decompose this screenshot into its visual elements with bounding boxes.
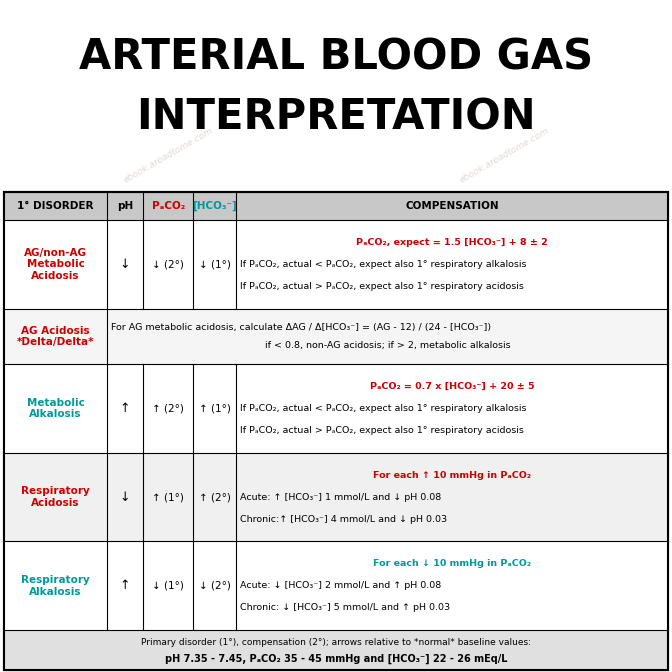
Bar (4, 364, 668, 453)
Text: If PₐCO₂, actual > PₐCO₂, expect also 1° respiratory acidosis: If PₐCO₂, actual > PₐCO₂, expect also 1°… (241, 426, 524, 435)
Bar (4, 542, 668, 630)
Text: ↓ (2°): ↓ (2°) (199, 581, 230, 591)
Text: AG Acidosis
*Delta/Delta*: AG Acidosis *Delta/Delta* (17, 326, 94, 347)
Text: COMPENSATION: COMPENSATION (405, 201, 499, 211)
Text: if < 0.8, non-AG acidosis; if > 2, metabolic alkalosis: if < 0.8, non-AG acidosis; if > 2, metab… (265, 341, 510, 350)
Text: ↓ (1°): ↓ (1°) (153, 581, 184, 591)
Text: AG/non-AG
Metabolic
Acidosis: AG/non-AG Metabolic Acidosis (24, 248, 87, 281)
Text: ↑ (2°): ↑ (2°) (199, 492, 230, 502)
Text: If PₐCO₂, actual < PₐCO₂, expect also 1° respiratory alkalosis: If PₐCO₂, actual < PₐCO₂, expect also 1°… (241, 404, 527, 413)
Bar (4, 192, 668, 220)
Text: ↓: ↓ (120, 258, 130, 271)
Text: PₐCO₂ = 0.7 x [HCO₃⁻] + 20 ± 5: PₐCO₂ = 0.7 x [HCO₃⁻] + 20 ± 5 (370, 382, 534, 391)
Bar (4, 192, 668, 670)
Text: ↓: ↓ (120, 491, 130, 503)
Text: ↑ (1°): ↑ (1°) (153, 492, 184, 502)
Bar (4, 308, 668, 364)
Text: pH 7.35 - 7.45, PₐCO₂ 35 - 45 mmHg and [HCO₃⁻] 22 - 26 mEq/L: pH 7.35 - 7.45, PₐCO₂ 35 - 45 mmHg and [… (165, 654, 507, 664)
Text: ↓ (1°): ↓ (1°) (199, 259, 230, 269)
Text: pH: pH (117, 201, 133, 211)
Text: ↑ (2°): ↑ (2°) (153, 404, 184, 413)
Text: Chronic: ↓ [HCO₃⁻] 5 mmol/L and ↑ pH 0.03: Chronic: ↓ [HCO₃⁻] 5 mmol/L and ↑ pH 0.0… (241, 603, 450, 612)
Text: Respiratory
Acidosis: Respiratory Acidosis (21, 487, 90, 508)
Text: ARTERIAL BLOOD GAS: ARTERIAL BLOOD GAS (79, 37, 593, 79)
Bar (4, 220, 668, 308)
Text: Respiratory
Alkalosis: Respiratory Alkalosis (21, 575, 90, 597)
Text: For AG metabolic acidosis, calculate ΔAG / Δ[HCO₃⁻] = (AG - 12) / (24 - [HCO₃⁻]): For AG metabolic acidosis, calculate ΔAG… (111, 323, 491, 332)
Text: ebook.aroadtome.com: ebook.aroadtome.com (122, 361, 214, 419)
Text: ↓ (2°): ↓ (2°) (153, 259, 184, 269)
Bar (4, 630, 668, 670)
Text: 1° DISORDER: 1° DISORDER (17, 201, 93, 211)
Text: ebook.aroadtome.com: ebook.aroadtome.com (458, 361, 550, 419)
Bar (4, 453, 668, 542)
Text: Chronic:↑ [HCO₃⁻] 4 mmol/L and ↓ pH 0.03: Chronic:↑ [HCO₃⁻] 4 mmol/L and ↓ pH 0.03 (241, 515, 448, 523)
Text: ebook.aroadtome.com: ebook.aroadtome.com (458, 501, 550, 559)
Text: ebook.aroadtome.com: ebook.aroadtome.com (458, 126, 550, 184)
Text: Acute: ↑ [HCO₃⁻] 1 mmol/L and ↓ pH 0.08: Acute: ↑ [HCO₃⁻] 1 mmol/L and ↓ pH 0.08 (241, 493, 442, 502)
Text: PₐCO₂, expect = 1.5 [HCO₃⁻] + 8 ± 2: PₐCO₂, expect = 1.5 [HCO₃⁻] + 8 ± 2 (356, 238, 548, 247)
Text: If PₐCO₂, actual > PₐCO₂, expect also 1° respiratory acidosis: If PₐCO₂, actual > PₐCO₂, expect also 1°… (241, 282, 524, 291)
Text: If PₐCO₂, actual < PₐCO₂, expect also 1° respiratory alkalosis: If PₐCO₂, actual < PₐCO₂, expect also 1°… (241, 260, 527, 269)
Text: ↑: ↑ (120, 402, 130, 415)
Text: [HCO₃⁻]: [HCO₃⁻] (192, 201, 237, 211)
Text: Metabolic
Alkalosis: Metabolic Alkalosis (26, 398, 85, 419)
Text: Primary disorder (1°), compensation (2°); arrows relative to *normal* baseline v: Primary disorder (1°), compensation (2°)… (141, 638, 531, 646)
Bar (4, 192, 668, 670)
Text: PₐCO₂: PₐCO₂ (152, 201, 185, 211)
Text: ↑: ↑ (120, 579, 130, 592)
Text: ↑ (1°): ↑ (1°) (199, 404, 230, 413)
Text: Acute: ↓ [HCO₃⁻] 2 mmol/L and ↑ pH 0.08: Acute: ↓ [HCO₃⁻] 2 mmol/L and ↑ pH 0.08 (241, 581, 442, 590)
Text: ebook.aroadtome.com: ebook.aroadtome.com (122, 126, 214, 184)
Text: For each ↓ 10 mmHg in PₐCO₂: For each ↓ 10 mmHg in PₐCO₂ (373, 559, 531, 568)
Text: INTERPRETATION: INTERPRETATION (136, 97, 536, 139)
Text: For each ↑ 10 mmHg in PₐCO₂: For each ↑ 10 mmHg in PₐCO₂ (373, 470, 531, 480)
Text: ebook.aroadtome.com: ebook.aroadtome.com (122, 501, 214, 559)
